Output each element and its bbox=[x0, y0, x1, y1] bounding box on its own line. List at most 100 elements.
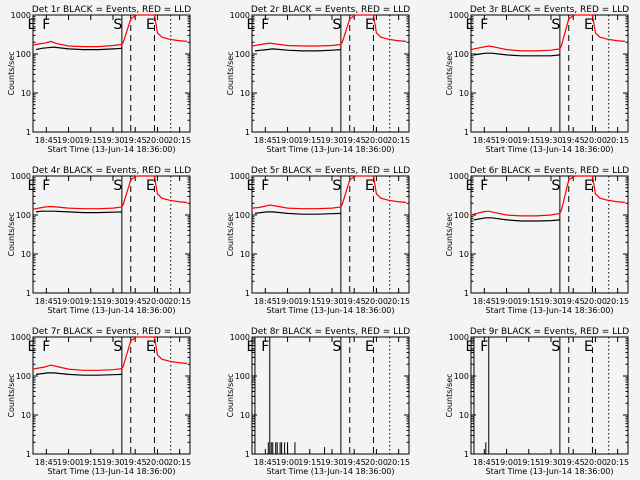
plot-title: Det 2r BLACK = Events, RED = LLD bbox=[251, 5, 410, 15]
marker-label: E bbox=[246, 178, 255, 194]
lld-series-line bbox=[32, 175, 188, 210]
plot-title: Det 8r BLACK = Events, RED = LLD bbox=[251, 327, 410, 337]
y-tick-label: 100 bbox=[235, 50, 250, 59]
marker-label: E bbox=[146, 339, 155, 355]
marker-label: F bbox=[261, 17, 269, 33]
x-tick-label: 18:45 bbox=[473, 297, 496, 306]
x-tick-label: 19:30 bbox=[539, 136, 562, 145]
x-tick-label: 19:15 bbox=[298, 297, 321, 306]
x-tick-label: 19:30 bbox=[101, 297, 124, 306]
lld-series-line bbox=[32, 336, 188, 371]
marker-label: S bbox=[113, 339, 122, 355]
events-series-line bbox=[35, 372, 122, 376]
y-tick-label: 10 bbox=[240, 89, 250, 98]
y-tick-label: 100 bbox=[16, 211, 31, 220]
marker-label: E bbox=[27, 178, 36, 194]
events-series-line bbox=[473, 217, 560, 222]
detector-plot: Det 9r BLACK = Events, RED = LLD 1 10 100 10… bbox=[445, 327, 629, 476]
x-tick-label: 19:00 bbox=[495, 297, 518, 306]
y-tick-label: 10 bbox=[240, 250, 250, 259]
x-tick-label: 19:00 bbox=[495, 136, 518, 145]
y-tick-label: 100 bbox=[16, 372, 31, 381]
x-tick-label: 18:45 bbox=[35, 458, 58, 467]
y-tick-label: 10 bbox=[459, 250, 469, 259]
y-tick-label: 1 bbox=[26, 450, 31, 459]
marker-label: E bbox=[465, 178, 474, 194]
marker-label: F bbox=[480, 339, 488, 355]
detector-plot: Det 7r BLACK = Events, RED = LLD 1 10 100 10… bbox=[7, 327, 191, 476]
y-tick-label: 1 bbox=[245, 289, 250, 298]
marker-label: S bbox=[551, 178, 560, 194]
x-axis-label: Start Time (13-Jun-14 18:36:00) bbox=[267, 145, 395, 154]
x-tick-label: 19:15 bbox=[517, 458, 540, 467]
plot-frame bbox=[251, 336, 410, 455]
lld-series-line bbox=[32, 14, 188, 48]
x-tick-label: 19:00 bbox=[276, 458, 299, 467]
detector-plot: Det 5r BLACK = Events, RED = LLD 1 10 100 10… bbox=[226, 166, 410, 315]
marker-label: E bbox=[146, 17, 155, 33]
x-tick-label: 18:45 bbox=[473, 136, 496, 145]
plot-frame bbox=[470, 175, 629, 294]
y-tick-label: 10 bbox=[21, 89, 31, 98]
detector-plot: Det 3r BLACK = Events, RED = LLD 1 10 100 10… bbox=[445, 5, 629, 154]
x-tick-label: 20:00 bbox=[365, 136, 388, 145]
x-tick-label: 19:30 bbox=[101, 458, 124, 467]
x-tick-label: 19:15 bbox=[79, 297, 102, 306]
x-tick-label: 19:00 bbox=[276, 297, 299, 306]
x-tick-label: 18:45 bbox=[35, 136, 58, 145]
x-tick-label: 19:00 bbox=[57, 458, 80, 467]
plot-frame bbox=[251, 175, 410, 294]
y-tick-label: 1000 bbox=[449, 333, 469, 342]
y-tick-label: 1000 bbox=[11, 333, 31, 342]
y-tick-label: 1 bbox=[245, 450, 250, 459]
plot-frame bbox=[470, 14, 629, 133]
marker-label: F bbox=[261, 339, 269, 355]
y-tick-label: 100 bbox=[454, 211, 469, 220]
lld-series-line bbox=[251, 14, 407, 47]
marker-label: E bbox=[246, 17, 255, 33]
y-tick-label: 1 bbox=[464, 128, 469, 137]
x-tick-label: 20:15 bbox=[168, 297, 191, 306]
x-tick-label: 19:45 bbox=[562, 297, 585, 306]
y-axis-label: Counts/sec bbox=[226, 51, 235, 95]
y-axis-label: Counts/sec bbox=[445, 373, 454, 417]
plot-title: Det 7r BLACK = Events, RED = LLD bbox=[32, 327, 191, 337]
marker-label: E bbox=[365, 17, 374, 33]
lld-series-line bbox=[470, 175, 626, 217]
y-tick-label: 100 bbox=[454, 372, 469, 381]
y-tick-label: 1000 bbox=[230, 172, 250, 181]
y-axis-label: Counts/sec bbox=[226, 373, 235, 417]
marker-label: S bbox=[332, 17, 341, 33]
x-tick-label: 19:30 bbox=[539, 458, 562, 467]
x-tick-label: 19:45 bbox=[124, 136, 147, 145]
y-axis-label: Counts/sec bbox=[226, 212, 235, 256]
detector-plot: Det 1r BLACK = Events, RED = LLD 1 10 100 10… bbox=[7, 5, 191, 154]
x-tick-label: 20:15 bbox=[387, 458, 410, 467]
x-tick-label: 19:15 bbox=[298, 136, 321, 145]
y-tick-label: 1000 bbox=[449, 172, 469, 181]
marker-label: S bbox=[551, 17, 560, 33]
y-tick-label: 100 bbox=[16, 50, 31, 59]
x-tick-label: 20:15 bbox=[387, 136, 410, 145]
plot-title: Det 6r BLACK = Events, RED = LLD bbox=[470, 166, 629, 176]
x-tick-label: 19:15 bbox=[517, 136, 540, 145]
y-tick-label: 1000 bbox=[230, 333, 250, 342]
marker-label: S bbox=[551, 339, 560, 355]
x-axis-label: Start Time (13-Jun-14 18:36:00) bbox=[267, 467, 395, 476]
x-tick-label: 18:45 bbox=[35, 297, 58, 306]
x-axis-label: Start Time (13-Jun-14 18:36:00) bbox=[486, 145, 614, 154]
y-tick-label: 100 bbox=[235, 211, 250, 220]
marker-label: E bbox=[365, 339, 374, 355]
x-tick-label: 19:00 bbox=[276, 136, 299, 145]
x-tick-label: 20:15 bbox=[168, 458, 191, 467]
y-tick-label: 10 bbox=[459, 89, 469, 98]
y-tick-label: 1000 bbox=[449, 11, 469, 20]
y-tick-label: 10 bbox=[21, 250, 31, 259]
x-axis-label: Start Time (13-Jun-14 18:36:00) bbox=[48, 145, 176, 154]
plot-title: Det 1r BLACK = Events, RED = LLD bbox=[32, 5, 191, 15]
x-tick-label: 19:45 bbox=[343, 458, 366, 467]
x-tick-label: 20:15 bbox=[387, 297, 410, 306]
x-tick-label: 20:00 bbox=[584, 458, 607, 467]
plot-frame bbox=[251, 14, 410, 133]
marker-label: E bbox=[246, 339, 255, 355]
